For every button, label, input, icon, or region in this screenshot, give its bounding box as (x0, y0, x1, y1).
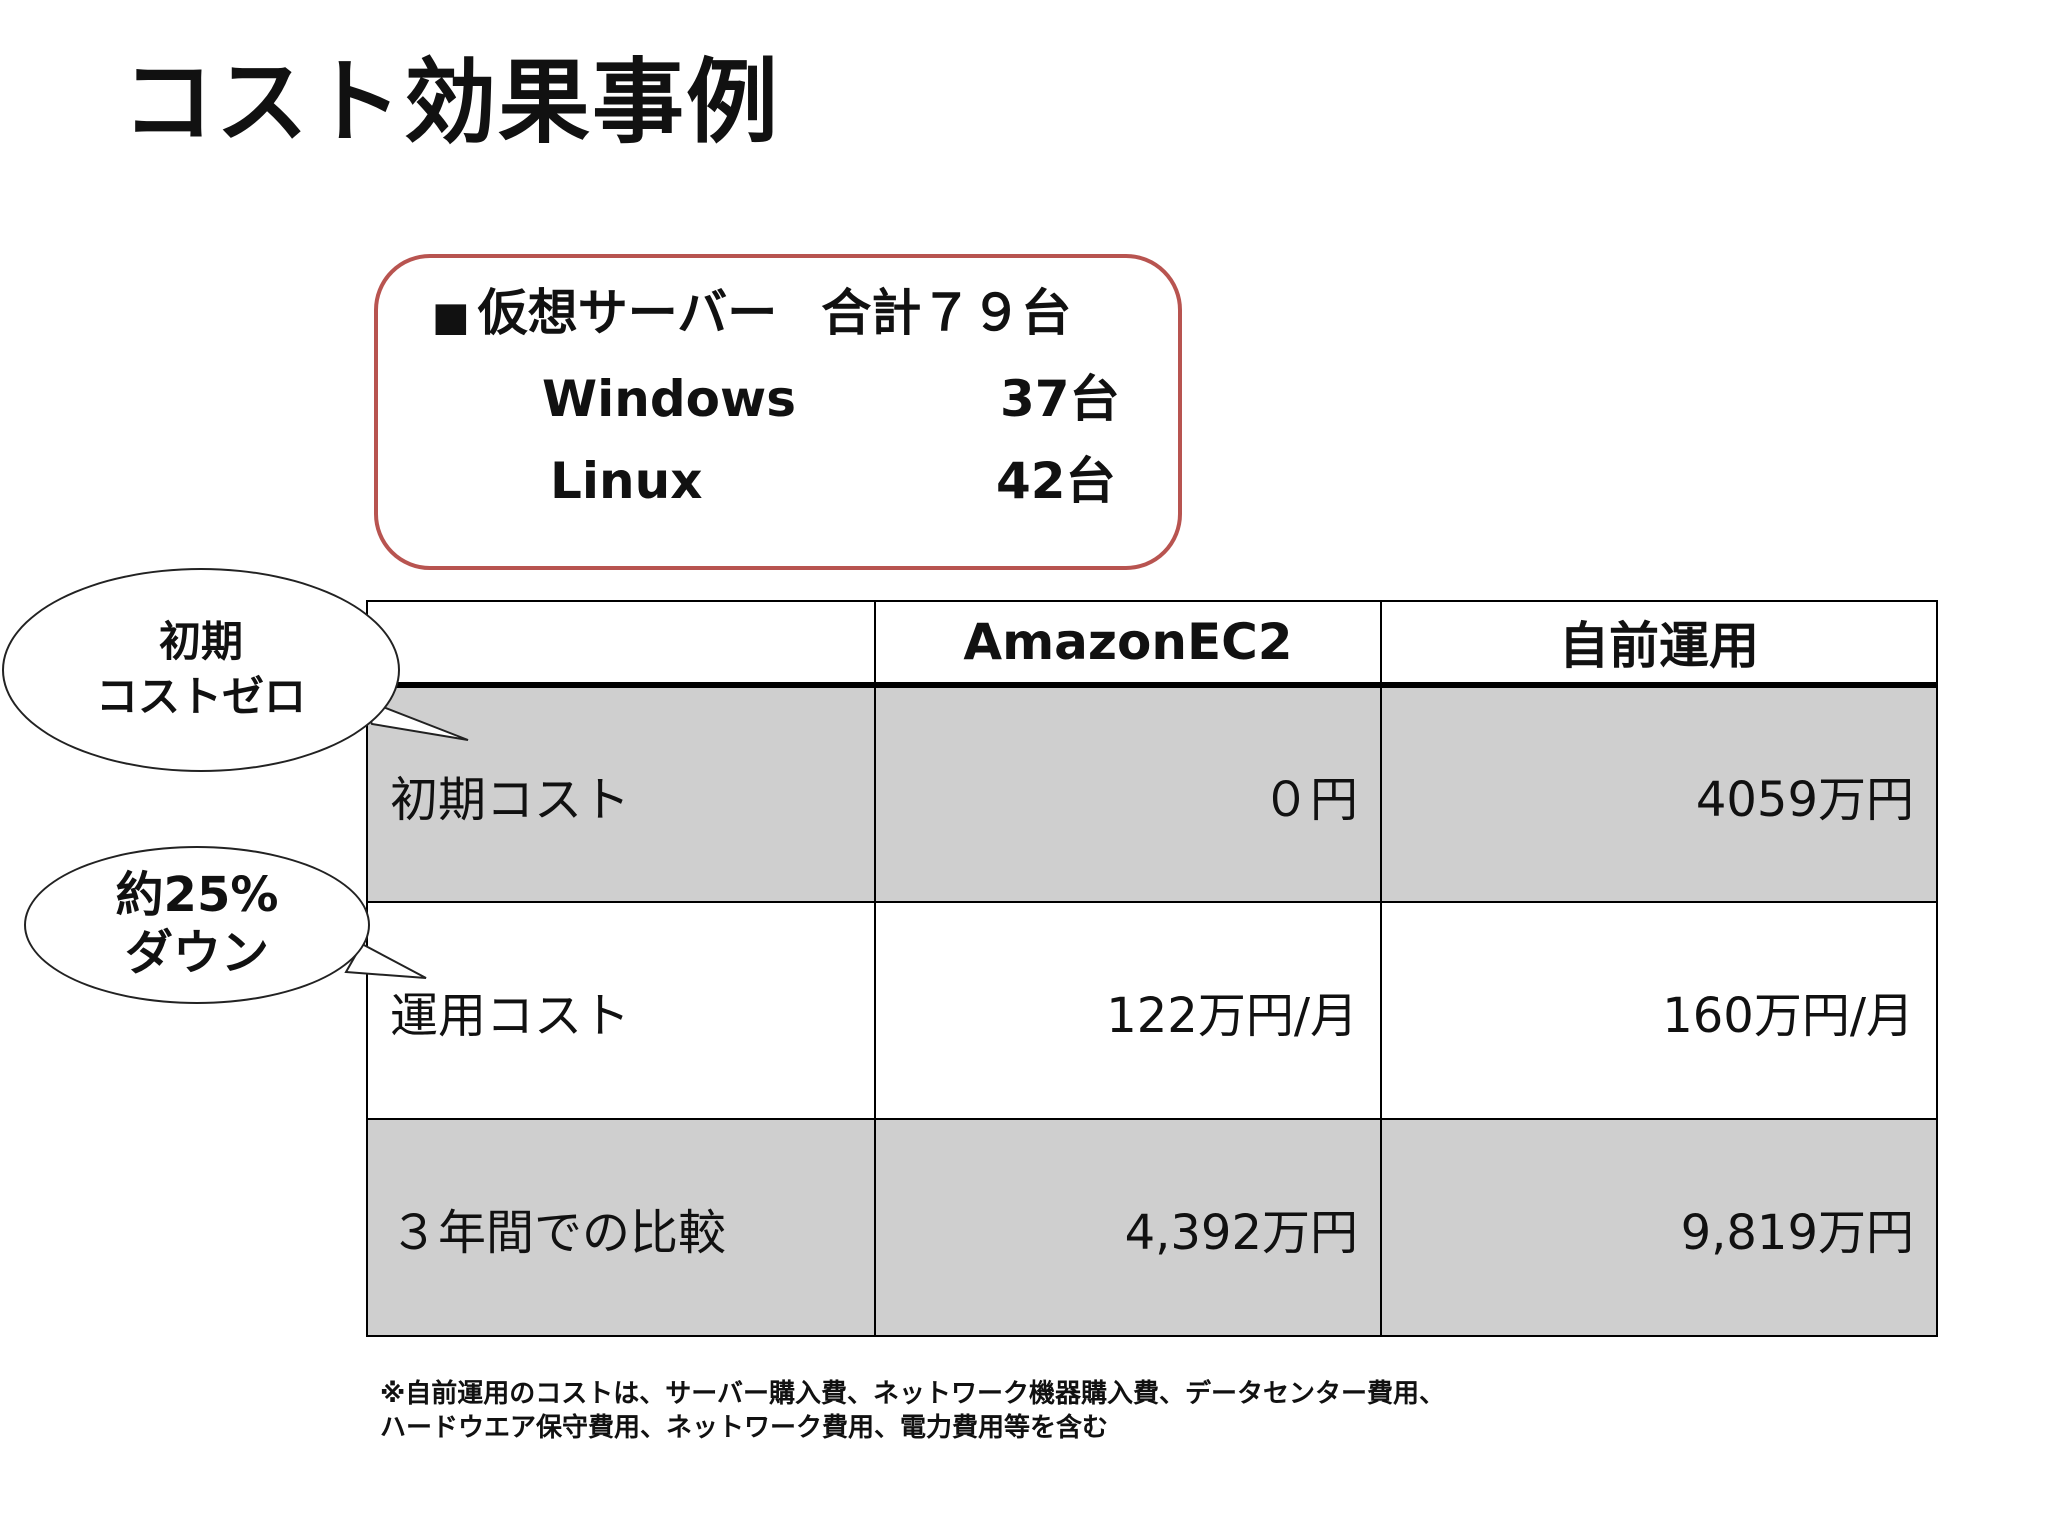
table-row-operating-cost: 運用コスト 122万円/月 160万円/月 (366, 901, 1938, 1120)
onprem-value: 4059万円 (1380, 684, 1938, 903)
ec2-value: 4,392万円 (874, 1118, 1382, 1337)
row-label: 運用コスト (366, 901, 876, 1120)
callout-line: 初期 (158, 617, 243, 667)
footnote-line: ハードウエア保守費用、ネットワーク費用、電力費用等を含む (380, 1412, 1109, 1443)
page-title: コスト効果事例 (122, 49, 781, 156)
square-bullet-icon: ■ (432, 294, 470, 340)
row-label: ３年間での比較 (366, 1118, 876, 1337)
linux-label: Linux (550, 452, 703, 510)
server-summary-heading: ■ 仮想サーバー 合計７９台 (432, 288, 1071, 338)
ec2-value: 122万円/月 (874, 901, 1382, 1120)
server-summary-box: ■ 仮想サーバー 合計７９台 Windows 37台 Linux 42台 (374, 254, 1182, 570)
windows-label: Windows (542, 370, 796, 428)
table-row-initial-cost: 初期コスト ０円 4059万円 (366, 684, 1938, 903)
callout-initial-cost-zero: 初期 コストゼロ (2, 568, 400, 772)
onprem-value: 9,819万円 (1380, 1118, 1938, 1337)
onprem-value: 160万円/月 (1380, 901, 1938, 1120)
windows-count: 37台 (1000, 370, 1120, 428)
callout-cost-reduction: 約25% ダウン (24, 846, 370, 1004)
table-header-empty (366, 600, 876, 688)
callout-line: ダウン (124, 925, 269, 981)
callout-line: 約25% (115, 867, 279, 924)
table-header-onprem: 自前運用 (1380, 600, 1938, 688)
ec2-value: ０円 (874, 684, 1382, 903)
footnote-line: ※自前運用のコストは、サーバー購入費、ネットワーク機器購入費、データセンター費用… (380, 1379, 1446, 1409)
cost-comparison-table: AmazonEC2 自前運用 初期コスト ０円 4059万円 運用コスト 122… (366, 600, 1938, 1337)
footnote: ※自前運用のコストは、サーバー購入費、ネットワーク機器購入費、データセンター費用… (380, 1378, 1445, 1446)
callout-line: コストゼロ (95, 672, 306, 721)
row-label: 初期コスト (366, 684, 876, 903)
linux-count: 42台 (996, 452, 1116, 510)
table-row-three-year: ３年間での比較 4,392万円 9,819万円 (366, 1118, 1938, 1337)
server-summary-label: 仮想サーバー (477, 284, 778, 342)
table-header-ec2: AmazonEC2 (874, 600, 1382, 688)
table-header-row: AmazonEC2 自前運用 (366, 600, 1938, 688)
server-summary-total: 合計７９台 (821, 284, 1072, 342)
